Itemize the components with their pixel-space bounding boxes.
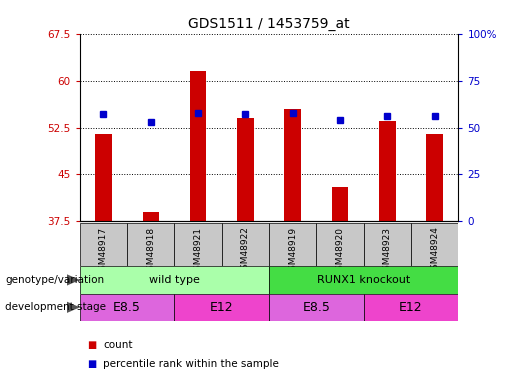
Bar (379, 121, 396, 221)
Text: wild type: wild type (149, 275, 200, 285)
Bar (269, 223, 316, 266)
Bar (316, 223, 364, 266)
Text: E8.5: E8.5 (113, 301, 141, 314)
Bar (143, 212, 159, 221)
Bar (190, 71, 207, 221)
Polygon shape (67, 274, 80, 286)
Text: E8.5: E8.5 (302, 301, 330, 314)
Text: GSM48921: GSM48921 (194, 226, 202, 276)
Bar (80, 294, 175, 321)
Bar (332, 187, 348, 221)
Text: development stage: development stage (5, 302, 106, 312)
Bar (80, 223, 127, 266)
Text: GSM48923: GSM48923 (383, 226, 392, 276)
Text: percentile rank within the sample: percentile rank within the sample (103, 359, 279, 369)
Text: count: count (103, 340, 132, 350)
Bar (426, 134, 443, 221)
Text: GSM48917: GSM48917 (99, 226, 108, 276)
Bar (175, 223, 222, 266)
Text: GSM48920: GSM48920 (336, 226, 345, 276)
Bar (411, 223, 458, 266)
Bar (127, 223, 175, 266)
Text: GSM48924: GSM48924 (430, 226, 439, 276)
Bar (364, 223, 411, 266)
Bar (175, 294, 269, 321)
Bar (95, 134, 112, 221)
Bar (80, 266, 269, 294)
Text: RUNX1 knockout: RUNX1 knockout (317, 275, 410, 285)
Text: E12: E12 (210, 301, 234, 314)
Text: E12: E12 (399, 301, 423, 314)
Bar (269, 266, 458, 294)
Text: ■: ■ (88, 340, 97, 350)
Bar (364, 294, 458, 321)
Text: genotype/variation: genotype/variation (5, 275, 104, 285)
Title: GDS1511 / 1453759_at: GDS1511 / 1453759_at (188, 17, 350, 32)
Bar (237, 118, 254, 221)
Bar (269, 294, 364, 321)
Text: GSM48919: GSM48919 (288, 226, 297, 276)
Bar (222, 223, 269, 266)
Bar (284, 109, 301, 221)
Polygon shape (67, 302, 80, 313)
Text: GSM48922: GSM48922 (241, 226, 250, 276)
Text: ■: ■ (88, 359, 97, 369)
Text: GSM48918: GSM48918 (146, 226, 156, 276)
